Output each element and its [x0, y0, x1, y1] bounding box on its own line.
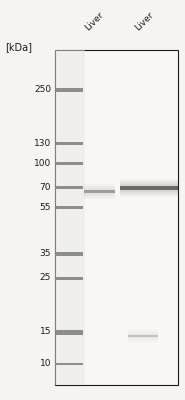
Bar — [84, 190, 115, 192]
Text: 15: 15 — [40, 328, 51, 336]
Bar — [128, 333, 158, 339]
Bar — [128, 335, 158, 337]
Bar — [120, 182, 178, 194]
Text: 70: 70 — [40, 182, 51, 192]
Bar — [120, 186, 178, 190]
Bar — [120, 180, 178, 196]
Bar — [84, 184, 115, 198]
Bar — [55, 50, 178, 385]
Bar — [128, 331, 158, 341]
Bar — [56, 88, 83, 92]
Bar — [56, 142, 83, 144]
Text: Liver: Liver — [134, 10, 156, 32]
Bar — [84, 188, 115, 194]
Text: 10: 10 — [40, 360, 51, 368]
Bar — [56, 186, 83, 188]
Bar — [120, 184, 178, 192]
Text: Liver: Liver — [84, 10, 106, 32]
Text: [kDa]: [kDa] — [5, 42, 32, 52]
Bar — [56, 363, 83, 365]
Text: 55: 55 — [40, 202, 51, 212]
Text: 100: 100 — [34, 158, 51, 168]
Bar — [56, 206, 83, 208]
Text: 35: 35 — [40, 250, 51, 258]
Bar — [55, 50, 85, 385]
Bar — [84, 186, 115, 196]
Bar — [128, 329, 158, 343]
Text: 130: 130 — [34, 138, 51, 148]
Bar — [56, 252, 83, 256]
Bar — [56, 162, 83, 164]
Text: 25: 25 — [40, 274, 51, 282]
Bar — [56, 330, 83, 334]
Text: 250: 250 — [34, 86, 51, 94]
Bar — [56, 276, 83, 280]
